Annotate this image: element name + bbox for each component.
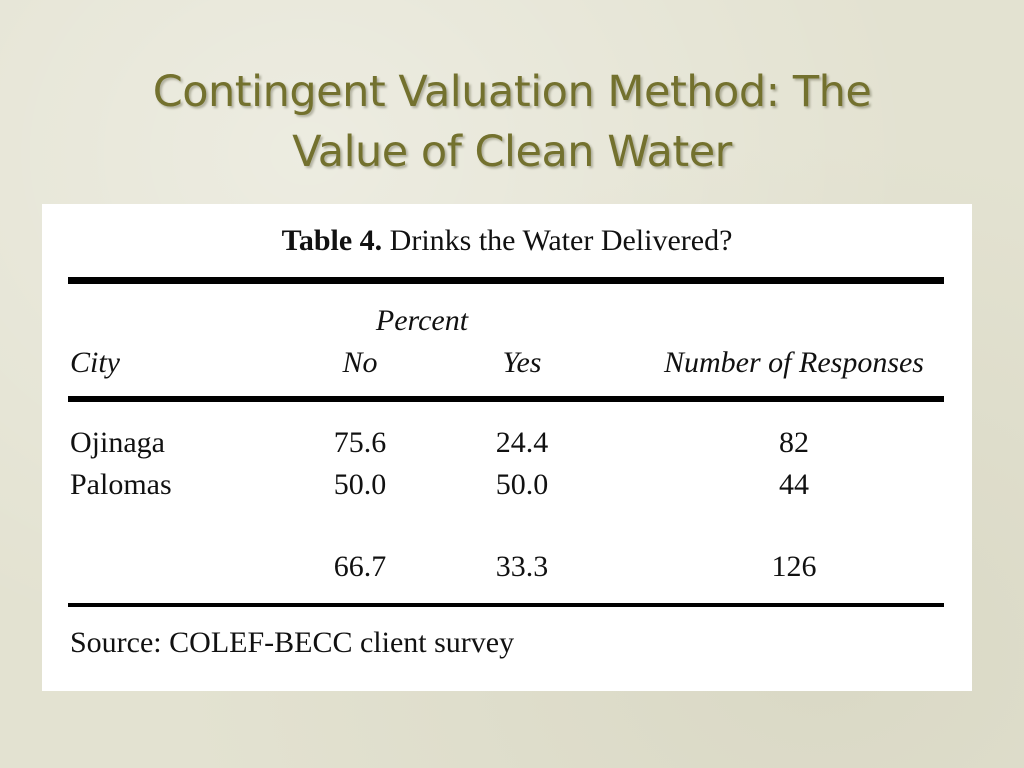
table-caption-label: Table 4.: [281, 224, 383, 257]
slide-title: Contingent Valuation Method: The Value o…: [62, 62, 962, 182]
row-city: Palomas: [70, 468, 172, 501]
total-yes-percent: 33.3: [495, 550, 549, 583]
row-yes-percent: 50.0: [495, 468, 549, 501]
table-image: Table 4. Drinks the Water Delivered? Per…: [42, 204, 972, 691]
slide-title-line-1: Contingent Valuation Method: The: [152, 67, 872, 117]
total-responses: 126: [771, 550, 817, 583]
table-top-rule: [68, 277, 944, 284]
column-header-responses: Number of Responses: [664, 346, 924, 379]
column-header-city: City: [70, 346, 120, 379]
column-header-yes: Yes: [502, 346, 542, 379]
row-no-percent: 75.6: [333, 426, 387, 459]
total-no-percent: 66.7: [333, 550, 387, 583]
table-caption: Table 4. Drinks the Water Delivered?: [42, 224, 972, 258]
table-caption-text: Drinks the Water Delivered?: [382, 224, 733, 257]
row-city: Ojinaga: [70, 426, 165, 459]
row-responses: 44: [779, 468, 809, 501]
table-header-rule: [68, 396, 944, 402]
row-no-percent: 50.0: [333, 468, 387, 501]
slide-title-line-2: Value of Clean Water: [292, 127, 732, 177]
group-header-percent: Percent: [375, 304, 469, 337]
row-yes-percent: 24.4: [495, 426, 549, 459]
column-header-no: No: [342, 346, 378, 379]
table-source-note: Source: COLEF-BECC client survey: [70, 626, 515, 659]
table-bottom-rule: [68, 603, 944, 607]
row-responses: 82: [779, 426, 809, 459]
